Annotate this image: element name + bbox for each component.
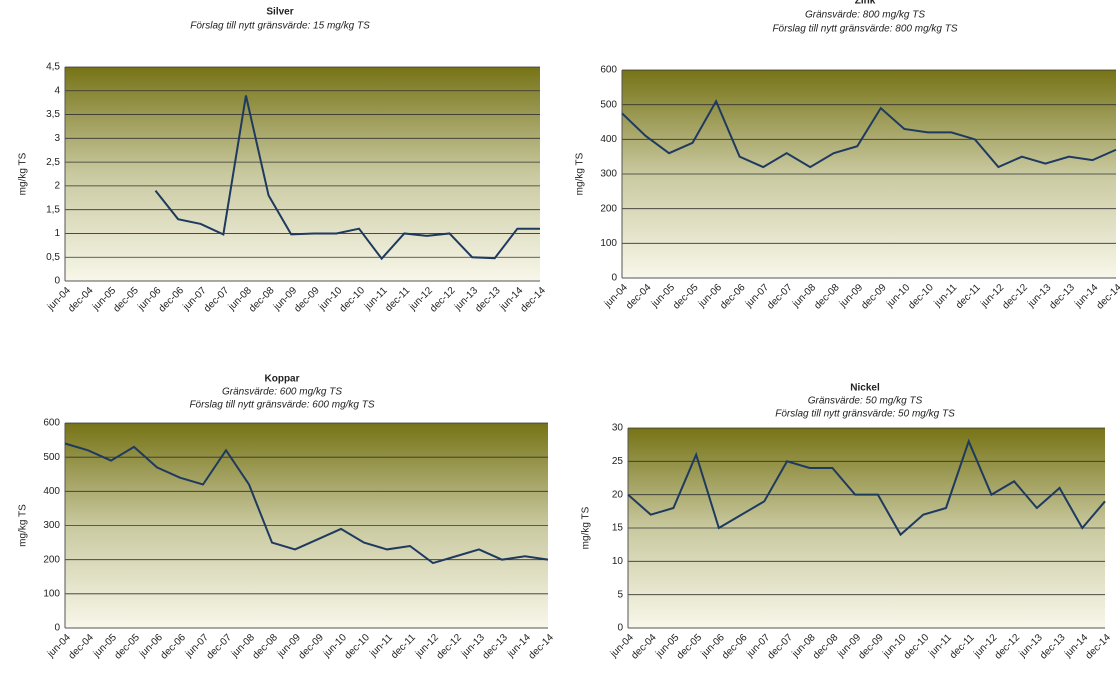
x-tick-label: dec-06 [159, 632, 189, 662]
y-tick-label: 2 [54, 181, 60, 192]
x-tick-label: dec-04 [67, 632, 97, 662]
y-tick-label: 3 [54, 133, 60, 144]
x-tick-label: dec-04 [624, 282, 654, 312]
y-axis-label: mg/kg TS [581, 506, 592, 549]
y-tick-label: 400 [600, 134, 617, 145]
x-tick-label: dec-11 [383, 285, 412, 314]
x-tick-label: dec-11 [948, 632, 977, 661]
y-tick-label: 20 [612, 489, 624, 500]
y-tick-label: 30 [612, 423, 624, 434]
x-tick-label: dec-05 [113, 632, 143, 662]
y-tick-label: 0,5 [46, 252, 60, 263]
y-tick-label: 15 [612, 523, 624, 534]
x-tick-label: dec-09 [297, 632, 327, 662]
data-line [154, 95, 540, 261]
x-tick-label: dec-12 [435, 632, 465, 662]
x-tick-label: dec-07 [205, 632, 235, 662]
y-tick-label: 0 [54, 276, 60, 287]
x-tick-label: dec-12 [993, 632, 1023, 662]
plot-area [65, 67, 540, 281]
x-tick-label: dec-06 [157, 285, 187, 315]
y-tick-label: 0 [611, 273, 617, 284]
chart-title: Zink [855, 0, 876, 7]
y-tick-label: 500 [600, 99, 617, 110]
y-tick-label: 100 [43, 588, 60, 599]
chart-subtitle: Förslag till nytt gränsvärde: 800 mg/kg … [772, 24, 957, 35]
x-tick-label: dec-07 [765, 282, 795, 312]
x-tick-label: dec-04 [66, 285, 96, 315]
y-tick-label: 300 [600, 169, 617, 180]
x-tick-label: dec-05 [111, 285, 141, 315]
y-tick-label: 600 [600, 65, 617, 76]
data-line [627, 438, 1106, 537]
y-axis-label: mg/kg TS [18, 152, 29, 195]
chart-subtitle: Gränsvärde: 50 mg/kg TS [808, 396, 923, 407]
x-tick-label: dec-05 [675, 632, 705, 662]
x-tick-label: dec-10 [338, 285, 368, 315]
x-tick-label: dec-11 [389, 632, 418, 661]
x-tick-label: dec-05 [671, 282, 701, 312]
y-tick-label: 200 [43, 554, 60, 565]
x-tick-label: dec-08 [812, 282, 842, 312]
y-axis-label: mg/kg TS [575, 152, 586, 195]
x-tick-label: dec-08 [247, 285, 277, 315]
y-tick-label: 0 [54, 623, 60, 634]
x-tick-label: dec-13 [1038, 632, 1068, 662]
y-tick-label: 600 [43, 418, 60, 429]
y-tick-label: 2,5 [46, 157, 60, 168]
y-tick-label: 10 [612, 556, 624, 567]
x-tick-label: dec-11 [954, 282, 983, 311]
data-line [64, 442, 549, 565]
y-tick-label: 400 [43, 486, 60, 497]
x-tick-label: dec-14 [1095, 282, 1120, 312]
x-tick-label: dec-12 [1000, 282, 1030, 312]
x-tick-label: dec-04 [629, 632, 659, 662]
chart-title: Nickel [850, 383, 880, 394]
x-tick-label: dec-13 [481, 632, 511, 662]
y-tick-label: 500 [43, 452, 60, 463]
y-tick-label: 1,5 [46, 204, 60, 215]
y-tick-label: 0 [617, 623, 623, 634]
x-tick-label: dec-09 [292, 285, 322, 315]
x-tick-label: dec-07 [766, 632, 796, 662]
x-tick-label: dec-12 [428, 285, 458, 315]
data-line [621, 98, 1117, 169]
y-tick-label: 100 [600, 238, 617, 249]
chart-subtitle: Förslag till nytt gränsvärde: 50 mg/kg T… [775, 409, 955, 420]
y-axis-label: mg/kg TS [18, 504, 29, 547]
chart-subtitle: Gränsvärde: 600 mg/kg TS [222, 387, 342, 398]
y-tick-label: 200 [600, 203, 617, 214]
chart-subtitle: Gränsvärde: 800 mg/kg TS [805, 10, 925, 21]
x-tick-label: dec-09 [856, 632, 886, 662]
x-tick-label: dec-13 [1048, 282, 1078, 312]
x-tick-label: dec-14 [519, 285, 549, 315]
y-tick-label: 4 [54, 85, 60, 96]
y-tick-label: 1 [54, 228, 60, 239]
y-tick-label: 3,5 [46, 109, 60, 120]
x-tick-label: dec-14 [1084, 632, 1114, 662]
x-tick-label: dec-06 [720, 632, 750, 662]
x-tick-label: dec-10 [902, 632, 932, 662]
y-tick-label: 25 [612, 456, 624, 467]
y-tick-label: 5 [617, 589, 623, 600]
x-tick-label: dec-14 [527, 632, 557, 662]
x-tick-label: dec-08 [251, 632, 281, 662]
chart-subtitle: Förslag till nytt gränsvärde: 600 mg/kg … [189, 400, 374, 411]
y-tick-label: 300 [43, 520, 60, 531]
x-tick-label: dec-08 [811, 632, 841, 662]
chart-subtitle: Förslag till nytt gränsvärde: 15 mg/kg T… [190, 21, 370, 32]
x-tick-label: dec-07 [202, 285, 232, 315]
chart-title: Koppar [265, 374, 300, 385]
chart-title: Silver [266, 7, 293, 18]
x-tick-label: dec-13 [473, 285, 503, 315]
y-tick-label: 4,5 [46, 62, 60, 73]
x-tick-label: dec-09 [859, 282, 889, 312]
x-tick-label: dec-06 [718, 282, 748, 312]
x-tick-label: dec-10 [343, 632, 373, 662]
x-tick-label: dec-10 [906, 282, 936, 312]
